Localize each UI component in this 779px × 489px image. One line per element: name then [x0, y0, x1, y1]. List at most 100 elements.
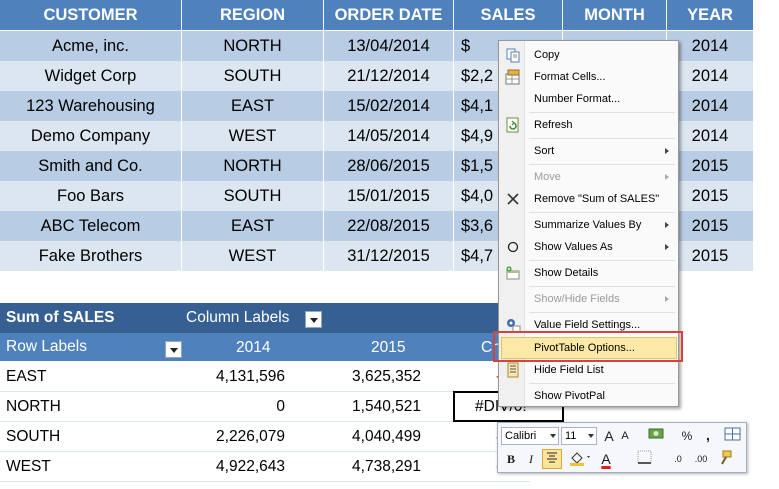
shrink-font-button[interactable]: A [621, 430, 629, 442]
cell-order-date[interactable]: 31/12/2015 [324, 241, 454, 271]
pivot-value-2015[interactable]: 4,040,499 [352, 428, 421, 445]
menu-item-number-format[interactable]: Number Format... [501, 88, 677, 110]
menu-item-show-values-as[interactable]: Show Values As [501, 236, 677, 258]
header-year[interactable]: YEAR [667, 0, 754, 30]
cell-customer[interactable]: ABC Telecom [0, 211, 182, 241]
menu-label-number-format: Number Format... [534, 93, 621, 105]
column-labels-dropdown[interactable] [305, 311, 322, 328]
font-size-box[interactable]: 11 [561, 427, 597, 445]
menu-item-show-pivotpal[interactable]: Show PivotPal [501, 385, 677, 407]
cell-order-date[interactable]: 22/08/2015 [324, 211, 454, 241]
menu-item-copy[interactable]: Copy [501, 44, 677, 66]
pivot-title[interactable]: Sum of SALES [6, 309, 115, 326]
cell-region[interactable]: SOUTH [182, 61, 324, 91]
pivot-row-label[interactable]: WEST [6, 458, 51, 475]
pivot-value-2014[interactable]: 0 [276, 398, 285, 415]
cell-year[interactable]: 2015 [667, 211, 754, 241]
pivot-row-label[interactable]: NORTH [6, 398, 61, 415]
cell-region[interactable]: NORTH [182, 31, 324, 61]
cell-order-date[interactable]: 21/12/2014 [324, 61, 454, 91]
increase-decimal-button[interactable]: .0 [674, 454, 682, 464]
cell-customer[interactable]: Foo Bars [0, 181, 182, 211]
pivot-value-2015[interactable]: 4,738,291 [352, 458, 421, 475]
column-labels[interactable]: Column Labels [186, 309, 290, 326]
col-header-change[interactable]: Ch [481, 339, 501, 356]
header-customer[interactable]: CUSTOMER [0, 0, 182, 30]
menu-separator [529, 164, 675, 165]
cell-region[interactable]: WEST [182, 241, 324, 271]
menu-item-value-field-settings[interactable]: Value Field Settings... [501, 314, 677, 336]
cell-region[interactable]: EAST [182, 91, 324, 121]
cell-region[interactable]: EAST [182, 211, 324, 241]
menu-item-show-hide-fields[interactable]: Show/Hide Fields [501, 288, 677, 310]
comma-button[interactable]: , [706, 427, 710, 443]
cell-year[interactable]: 2014 [667, 91, 754, 121]
cell-year[interactable]: 2015 [667, 241, 754, 271]
header-region[interactable]: REGION [182, 0, 324, 30]
menu-item-hide-field-list[interactable]: Hide Field List [501, 359, 677, 381]
cell-customer[interactable]: Fake Brothers [0, 241, 182, 271]
header-sales[interactable]: SALES [454, 0, 563, 30]
cell-order-date[interactable]: 28/06/2015 [324, 151, 454, 181]
menu-label-pivottable-options: PivotTable Options... [534, 342, 635, 354]
cell-year[interactable]: 2014 [667, 121, 754, 151]
pivot-value-2014[interactable]: 4,922,643 [216, 458, 285, 475]
pivot-value-2015[interactable]: 3,625,352 [352, 368, 421, 385]
cell-order-date[interactable]: 14/05/2014 [324, 121, 454, 151]
submenu-arrow-icon [665, 222, 669, 228]
menu-item-sort[interactable]: Sort [501, 140, 677, 162]
font-name-box[interactable]: Calibri [501, 427, 559, 445]
cell-order-date[interactable]: 13/04/2014 [324, 31, 454, 61]
cell-region[interactable]: WEST [182, 121, 324, 151]
cell-order-date[interactable]: 15/02/2014 [324, 91, 454, 121]
col-header-2014[interactable]: 2014 [236, 339, 271, 356]
submenu-arrow-icon [665, 244, 669, 250]
cell-region[interactable]: NORTH [182, 151, 324, 181]
cell-customer[interactable]: Demo Company [0, 121, 182, 151]
menu-item-pivottable-options[interactable]: PivotTable Options... [501, 337, 677, 359]
bold-button[interactable]: B [506, 452, 515, 466]
fill-color-button[interactable] [568, 450, 594, 468]
cell-customer[interactable]: 123 Warehousing [0, 91, 182, 121]
menu-label-remove: Remove "Sum of SALES" [534, 193, 660, 205]
borders-button[interactable] [636, 450, 654, 468]
menu-item-show-details[interactable]: Show Details [501, 262, 677, 284]
cell-region[interactable]: SOUTH [182, 181, 324, 211]
cell-year[interactable]: 2015 [667, 181, 754, 211]
col-header-2015[interactable]: 2015 [371, 339, 406, 356]
menu-item-refresh[interactable]: Refresh [501, 114, 677, 136]
grow-font-button[interactable]: A [604, 428, 614, 444]
currency-format-button[interactable] [647, 426, 667, 444]
pivot-row-label[interactable]: EAST [6, 368, 47, 385]
pivot-value-2015[interactable]: 1,540,521 [352, 398, 421, 415]
font-color-button[interactable]: A [601, 451, 611, 467]
row-labels[interactable]: Row Labels [6, 338, 87, 355]
format-painter-grid-button[interactable] [724, 426, 742, 444]
menu-item-format-cells[interactable]: Format Cells... [501, 66, 677, 88]
align-center-button[interactable] [542, 449, 562, 469]
pivot-row-label[interactable]: SOUTH [6, 428, 61, 445]
cell-year[interactable]: 2015 [667, 151, 754, 181]
menu-item-remove[interactable]: Remove "Sum of SALES" [501, 188, 677, 210]
header-order-date[interactable]: ORDER DATE [324, 0, 454, 30]
menu-item-move[interactable]: Move [501, 166, 677, 188]
menu-separator [529, 286, 675, 287]
format-painter-button[interactable] [716, 450, 734, 468]
header-month[interactable]: MONTH [563, 0, 667, 30]
decrease-decimal-button[interactable]: .00 [694, 454, 708, 464]
menu-label-hide-field-list: Hide Field List [534, 364, 604, 376]
cell-customer[interactable]: Widget Corp [0, 61, 182, 91]
pivot-value-2014[interactable]: 4,131,596 [216, 368, 285, 385]
cell-order-date[interactable]: 15/01/2015 [324, 181, 454, 211]
row-labels-dropdown[interactable] [165, 341, 182, 358]
cell-customer[interactable]: Smith and Co. [0, 151, 182, 181]
cell-customer[interactable]: Acme, inc. [0, 31, 182, 61]
circle-icon [507, 241, 519, 253]
pivot-value-2014[interactable]: 2,226,079 [216, 428, 285, 445]
italic-button[interactable]: I [529, 452, 533, 466]
cell-year[interactable]: 2014 [667, 31, 754, 61]
percent-button[interactable]: % [681, 429, 693, 443]
cell-year[interactable]: 2014 [667, 61, 754, 91]
menu-item-summarize[interactable]: Summarize Values By [501, 214, 677, 236]
refresh-icon [506, 117, 519, 133]
